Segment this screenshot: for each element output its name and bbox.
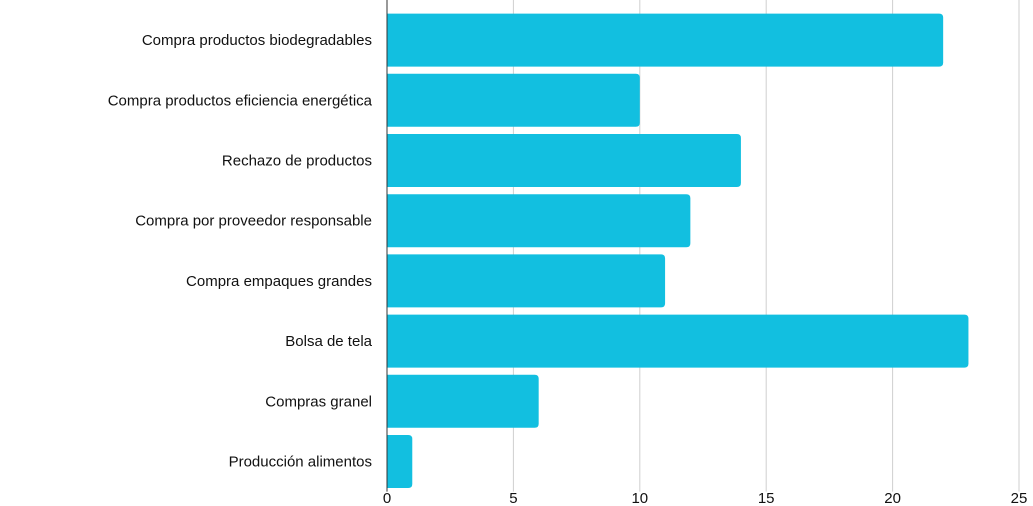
x-tick-label-15: 15 (758, 490, 775, 506)
bar-compra-productos-eficiencia-energetica (387, 73, 640, 127)
x-tick-label-20: 20 (884, 490, 901, 506)
category-label-rechazo-de-productos: Rechazo de productos (222, 153, 372, 170)
x-tick-label-0: 0 (383, 490, 391, 506)
category-label-layer: Compra productos biodegradables Compra pr… (108, 32, 373, 470)
bar-rechazo-de-productos (387, 134, 741, 187)
bar-compra-empaques-grandes (387, 254, 666, 308)
category-label-compra-productos-eficiencia-energetica: Compra productos eficiencia energética (108, 92, 373, 109)
bar-compra-productos-biodegradables (387, 13, 944, 67)
category-label-compras-granel: Compras granel (265, 393, 372, 410)
bar-compra-por-proveedor-responsable (387, 194, 691, 248)
x-tick-label-25: 25 (1011, 490, 1028, 506)
category-label-compra-productos-biodegradables: Compra productos biodegradables (142, 32, 372, 49)
category-label-produccion-alimentos: Producción alimentos (229, 454, 372, 471)
x-axis-tick-layer: 0 5 10 15 20 25 (383, 490, 1028, 506)
category-label-compra-empaques-grandes: Compra empaques grandes (186, 273, 372, 290)
category-label-bolsa-de-tela: Bolsa de tela (285, 333, 372, 350)
x-tick-label-5: 5 (509, 490, 517, 506)
bar-compras-granel (387, 374, 539, 428)
x-tick-label-10: 10 (631, 490, 648, 506)
category-label-compra-por-proveedor-responsable: Compra por proveedor responsable (135, 213, 372, 230)
bar-bolsa-de-tela (387, 314, 969, 368)
bar-produccion-alimentos (387, 435, 413, 488)
bar-layer (387, 13, 969, 488)
